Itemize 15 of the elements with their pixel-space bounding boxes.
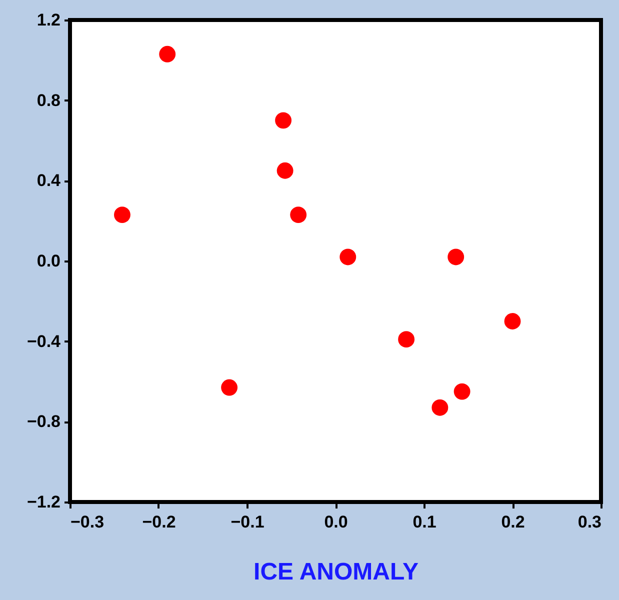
y-tick-label: 1.2 <box>36 10 60 30</box>
y-tick-label: −0.4 <box>26 332 62 351</box>
x-tick-label: −0.1 <box>230 512 264 532</box>
x-tick-label: 0.0 <box>324 512 348 532</box>
x-tick-label: −0.3 <box>70 512 104 532</box>
x-tick-label: 0.3 <box>578 512 602 532</box>
y-tick-label: −1.2 <box>26 492 60 512</box>
x-axis-title: ICE ANOMALY <box>254 558 418 586</box>
y-tick-label: 0.8 <box>36 90 60 110</box>
y-tick-label: 0.0 <box>36 252 60 270</box>
y-tick-label: 0.4 <box>36 171 62 190</box>
x-tick-label: 0.1 <box>412 512 436 532</box>
y-tick-label: −0.8 <box>26 412 60 432</box>
x-tick-label: 0.2 <box>501 512 525 532</box>
x-tick-label: −0.2 <box>142 512 176 532</box>
